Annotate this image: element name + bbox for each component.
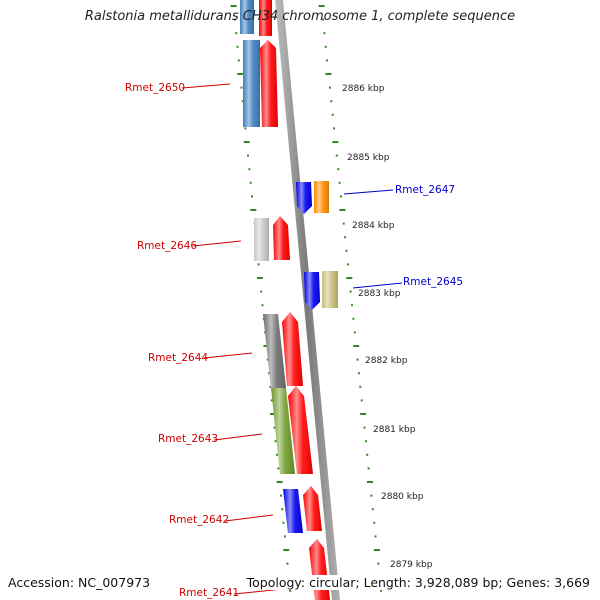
leader-rmet-2650 — [181, 83, 231, 89]
leader-rmet-2644 — [203, 352, 253, 359]
gene-rmet-2647[interactable] — [296, 181, 329, 214]
gene-rmet-2646[interactable] — [254, 216, 290, 261]
gene-rmet-2641[interactable] — [309, 539, 330, 600]
leader-rmet-2646 — [192, 240, 242, 247]
gene-label-rmet-2641[interactable]: Rmet_2641 — [179, 587, 239, 599]
kbp-label-2879: 2879 kbp — [390, 560, 433, 570]
leader-rmet-2643 — [213, 433, 263, 441]
gene-rmet-2643[interactable] — [271, 386, 313, 474]
gene-rmet-2650-upper[interactable] — [240, 0, 272, 36]
map-title: Ralstonia metallidurans CH34 chromosome … — [84, 9, 516, 24]
tick-marks-left — [230, 5, 292, 592]
gene-rmet-2650[interactable] — [243, 40, 278, 127]
kbp-label-2882: 2882 kbp — [365, 356, 408, 366]
gene-label-rmet-2645[interactable]: Rmet_2645 — [403, 276, 463, 288]
kbp-label-2886: 2886 kbp — [342, 84, 385, 94]
gene-label-rmet-2644[interactable]: Rmet_2644 — [148, 352, 208, 364]
gene-rmet-2645[interactable] — [304, 271, 338, 310]
kbp-label-2883: 2883 kbp — [358, 289, 401, 299]
gene-label-rmet-2643[interactable]: Rmet_2643 — [158, 433, 218, 445]
gene-rmet-2642[interactable] — [283, 486, 322, 533]
gene-label-rmet-2646[interactable]: Rmet_2646 — [137, 240, 197, 252]
kbp-label-2880: 2880 kbp — [381, 492, 424, 502]
kbp-label-2885: 2885 kbp — [347, 153, 390, 163]
leader-rmet-2647 — [343, 189, 394, 195]
gene-label-rmet-2642[interactable]: Rmet_2642 — [169, 514, 229, 526]
gene-label-rmet-2647[interactable]: Rmet_2647 — [395, 184, 455, 196]
genome-summary-text: Topology: circular; Length: 3,928,089 bp… — [244, 575, 590, 590]
leader-rmet-2642 — [224, 514, 274, 522]
kbp-label-2884: 2884 kbp — [352, 221, 395, 231]
leader-rmet-2645 — [352, 282, 403, 289]
kbp-label-2881: 2881 kbp — [373, 425, 416, 435]
gene-rmet-2644[interactable] — [263, 312, 303, 388]
gene-label-rmet-2650[interactable]: Rmet_2650 — [125, 82, 185, 94]
accession-text: Accession: NC_007973 — [8, 575, 151, 590]
